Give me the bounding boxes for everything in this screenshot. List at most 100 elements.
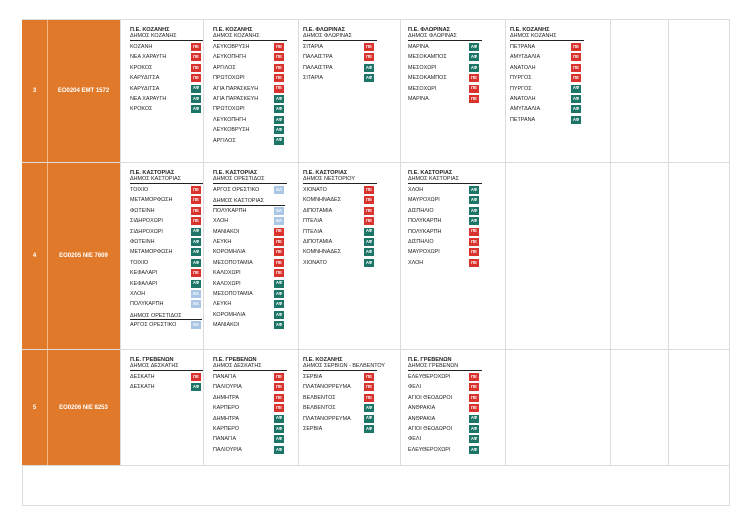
settlement-row: ΑΓΙΟΙ ΘΕΟΔΩΡΟΙ ΑΦ — [408, 424, 482, 435]
settlement-row: ΦΩΤΕΙΝΗ ΑΦ — [130, 237, 204, 248]
pe-badge: ΠΕ — [364, 393, 374, 402]
settlement-row: ΚΟΜΝΗΝΑΔΕΣ ΑΦ — [303, 248, 377, 258]
municipality-block: Π.Ε. ΓΡΕΒΕΝΩΝ ΔΗΜΟΣ ΔΕΣΚΑΤΗΣ ΔΕΣΚΑΤΗ ΠΕ ΔΕΣΚ… — [130, 357, 204, 394]
municipality-title: ΔΗΜΟΣ ΓΡΕΒΕΝΩΝ — [408, 362, 459, 369]
row-number: 5 — [32, 404, 37, 411]
settlement-row: ΣΙΔΗΡΟΧΩΡΙ ΠΕ — [130, 217, 204, 227]
settlement-row: ΜΕΣΟΠΟΤΑΜΙΑ ΠΕ — [213, 258, 287, 269]
af-badge: ΑΦ — [364, 424, 374, 433]
column-divider — [668, 350, 669, 465]
header-underline — [213, 40, 287, 41]
settlement-row: ΜΑΥΡΟΧΩΡΙ ΑΦ — [408, 196, 482, 206]
header-underline — [130, 40, 204, 41]
settlement-row: ΠΟΛΥΚΑΡΠΗ ΕΛ — [130, 300, 204, 310]
settlement-name: ΝΕΑ ΧΑΡΑΥΓΗ — [130, 54, 167, 61]
regional-unit-title: Π.Ε. ΓΡΕΒΕΝΩΝ — [408, 357, 452, 363]
el-badge: ΕΛ — [191, 321, 201, 330]
settlement-row: ΠΑΛΙΟΥΡΙΑ ΠΕ — [213, 383, 287, 393]
vehicle-code-cell: ΕΟ0205 ΝΙΕ 7609 — [47, 163, 120, 349]
settlement-row: ΦΩΤΕΙΝΗ ΠΕ — [130, 206, 204, 217]
af-badge: ΑΦ — [274, 126, 284, 135]
regional-unit-title: Π.Ε. ΚΟΖΑΝΗΣ — [303, 357, 343, 363]
settlement-row: ΠΥΡΓΟΣ ΠΕ — [510, 74, 584, 84]
settlement-row: ΝΕΑ ΧΑΡΑΥΓΗ ΠΕ — [130, 53, 204, 63]
settlement-name: ΧΛΟΗ — [408, 187, 424, 193]
regional-unit-title: Π.Ε. ΚΑΣΤΟΡΙΑΣ — [303, 170, 348, 176]
settlement-name: ΚΟΡΟΜΗΛΙΑ — [213, 249, 246, 256]
settlement-name: ΑΜΥΓΔΑΛΙΑ — [510, 106, 541, 113]
settlement-name: ΠΛΑΤΑΝΟΡΡΕΥΜΑ — [303, 415, 351, 422]
af-badge: ΑΦ — [364, 414, 374, 423]
el-badge: ΕΛ — [274, 186, 284, 194]
settlement-name: ΜΑΡΙΝΑ — [408, 44, 429, 50]
vehicle-code: ΕΟ0204 ΕΜΤ 1572 — [57, 88, 110, 94]
af-badge: ΑΦ — [469, 217, 479, 226]
settlement-name: ΑΓΙΟΙ ΘΕΟΔΩΡΟΙ — [408, 425, 453, 432]
settlement-name: ΤΟΙΧΙΟ — [130, 259, 149, 266]
row-number-cell: 4 — [22, 163, 47, 349]
pe-badge: ΠΕ — [469, 84, 479, 93]
settlement-name: ΒΕΛΒΕΝΤΟΣ — [303, 394, 336, 401]
settlement-name: ΠΟΛΥΚΑΡΠΗ — [408, 218, 442, 225]
settlement-row: ΠΟΛΥΚΑΡΠΗ ΕΛ — [213, 206, 287, 217]
municipality-block: Π.Ε. ΚΑΣΤΟΡΙΑΣ ΔΗΜΟΣ ΚΑΣΤΟΡΙΑΣ ΧΛΟΗ ΑΦ ΜΑΥΡΟ… — [408, 170, 482, 269]
column-divider — [610, 163, 611, 349]
regional-unit-title: Π.Ε. ΚΟΖΑΝΗΣ — [213, 27, 253, 33]
af-badge: ΑΦ — [469, 414, 479, 423]
sub-municipality-label: ΔΗΜΟΣ ΟΡΕΣΤΙΔΟΣ — [130, 312, 182, 319]
settlement-row: ΑΡΓΟΣ ΟΡΕΣΤΙΚΟ ΕΛ — [213, 186, 287, 196]
pe-badge: ΠΕ — [191, 43, 201, 51]
settlement-row: ΦΕΛΙ ΑΦ — [408, 435, 482, 445]
settlement-name: ΠΥΡΓΟΣ — [510, 85, 532, 92]
settlement-name: ΔΙΠΟΤΑΜΙΑ — [303, 238, 333, 245]
pe-badge: ΠΕ — [274, 227, 284, 236]
column-divider — [400, 163, 401, 349]
settlement-row: ΑΝΘΡΑΚΙΑ ΠΕ — [408, 404, 482, 414]
settlement-name: ΠΤΕΛΙΑ — [303, 228, 323, 235]
settlement-name: ΚΟΜΝΗΝΑΔΕΣ — [303, 197, 341, 204]
settlement-row: ΛΕΥΚΟΒΡΥΣΗ ΠΕ — [213, 43, 287, 53]
municipality-title: ΔΗΜΟΣ ΣΕΡΒΙΩΝ - ΒΕΛΒΕΝΤΟΥ — [303, 362, 386, 369]
settlement-name: ΛΕΥΚΗ — [213, 301, 232, 308]
settlement-row: ΔΗΜΗΤΡΑ ΑΦ — [213, 414, 287, 425]
settlement-name: ΧΙΟΝΑΤΟ — [303, 187, 327, 193]
settlement-name: ΚΟΡΟΜΗΛΙΑ — [213, 311, 246, 318]
af-badge: ΑΦ — [364, 248, 374, 257]
settlement-name: ΠΕΤΡΑΝΑ — [510, 44, 536, 50]
settlement-name: ΑΡΓΙΛΟΣ — [213, 64, 236, 71]
pe-badge: ΠΕ — [364, 186, 374, 194]
settlement-row: ΑΜΥΓΔΑΛΙΑ ΑΦ — [510, 105, 584, 115]
settlement-name: ΧΛΟΗ — [408, 259, 424, 266]
sub-heading-underline — [130, 319, 202, 321]
settlement-name: ΛΕΥΚΟΠΗΓΗ — [213, 116, 247, 123]
municipality-title: ΔΗΜΟΣ ΚΑΣΤΟΡΙΑΣ — [408, 175, 459, 182]
settlement-name: ΑΓΙΑ ΠΑΡΑΣΚΕΥΗ — [213, 85, 259, 92]
settlement-name: ΜΕΣΟΚΑΜΠΟΣ — [408, 75, 447, 82]
settlement-name: ΦΩΤΕΙΝΗ — [130, 238, 155, 245]
settlement-row: ΣΕΡΒΙΑ ΠΕ — [303, 373, 377, 383]
settlement-name: ΔΙΠΟΤΑΜΙΑ — [303, 207, 333, 214]
pe-badge: ΠΕ — [191, 196, 201, 205]
pe-badge: ΠΕ — [469, 373, 479, 381]
settlement-row: ΠΑΝΑΓΙΑ ΑΦ — [213, 435, 287, 445]
pe-badge: ΠΕ — [274, 373, 284, 381]
settlement-row: ΑΡΓΟΣ ΟΡΕΣΤΙΚΟ ΕΛ — [130, 321, 204, 331]
pe-badge: ΠΕ — [274, 84, 284, 93]
settlement-row: ΑΓΙΑ ΠΑΡΑΣΚΕΥΗ ΑΦ — [213, 94, 287, 105]
pe-badge: ΠΕ — [274, 383, 284, 392]
pe-badge: ΠΕ — [364, 383, 374, 392]
af-badge: ΑΦ — [469, 424, 479, 433]
af-badge: ΑΦ — [274, 279, 284, 288]
af-badge: ΑΦ — [274, 310, 284, 319]
settlement-row: ΚΟΡΟΜΗΛΙΑ ΑΦ — [213, 310, 287, 321]
settlement-row: ΛΕΥΚΗ ΠΕ — [213, 237, 287, 248]
settlement-name: ΕΛΕΥΘΕΡΟΧΩΡΙ — [408, 374, 451, 380]
municipality-block: Π.Ε. ΚΑΣΤΟΡΙΑΣ ΔΗΜΟΣ ΝΕΣΤΟΡΙΟΥ ΧΙΟΝΑΤΟ ΠΕ ΚΟ… — [303, 170, 377, 269]
settlement-row: ΜΕΣΟΠΟΤΑΜΙΑ ΑΦ — [213, 289, 287, 300]
settlement-name: ΜΕΣΟΠΟΤΑΜΙΑ — [213, 259, 253, 266]
settlement-row: ΜΕΣΟΚΑΜΠΟΣ ΑΦ — [408, 53, 482, 63]
settlement-row: ΑΓΙΑ ΠΑΡΑΣΚΕΥΗ ΠΕ — [213, 84, 287, 95]
column-divider — [610, 350, 611, 465]
el-badge: ΕΛ — [274, 217, 284, 226]
settlement-name: ΚΑΛΟΧΩΡΙ — [213, 270, 241, 277]
